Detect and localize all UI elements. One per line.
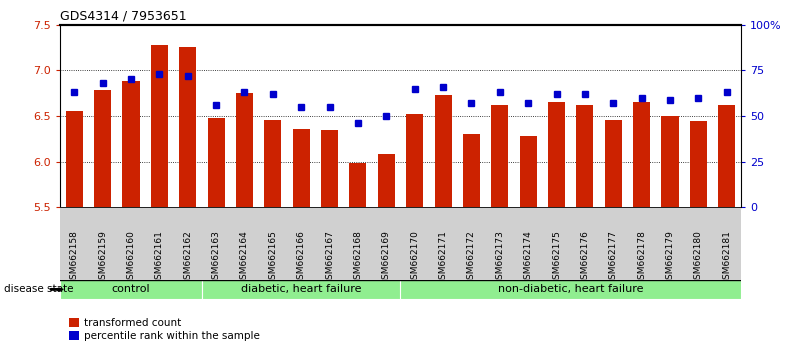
- Bar: [548, 102, 565, 207]
- Bar: [577, 105, 594, 207]
- Text: control: control: [111, 284, 151, 295]
- Bar: [292, 129, 310, 207]
- Bar: [95, 90, 111, 207]
- Bar: [491, 105, 509, 207]
- Bar: [123, 81, 139, 207]
- Bar: [202, 280, 400, 299]
- Bar: [718, 105, 735, 207]
- Bar: [406, 114, 423, 207]
- Text: GDS4314 / 7953651: GDS4314 / 7953651: [60, 9, 187, 22]
- Text: diabetic, heart failure: diabetic, heart failure: [241, 284, 361, 295]
- Bar: [633, 102, 650, 207]
- Bar: [321, 130, 338, 207]
- Bar: [207, 118, 224, 207]
- Bar: [179, 47, 196, 207]
- Text: disease state: disease state: [4, 284, 74, 295]
- Bar: [605, 120, 622, 207]
- Bar: [463, 134, 480, 207]
- Bar: [434, 95, 452, 207]
- Text: non-diabetic, heart failure: non-diabetic, heart failure: [498, 284, 643, 295]
- Bar: [66, 112, 83, 207]
- Bar: [236, 93, 253, 207]
- Bar: [520, 136, 537, 207]
- Bar: [264, 120, 281, 207]
- Bar: [349, 163, 366, 207]
- Bar: [60, 280, 202, 299]
- Bar: [662, 116, 678, 207]
- Bar: [690, 121, 706, 207]
- Legend: transformed count, percentile rank within the sample: transformed count, percentile rank withi…: [66, 314, 264, 345]
- Bar: [151, 45, 168, 207]
- Bar: [400, 280, 741, 299]
- Bar: [378, 154, 395, 207]
